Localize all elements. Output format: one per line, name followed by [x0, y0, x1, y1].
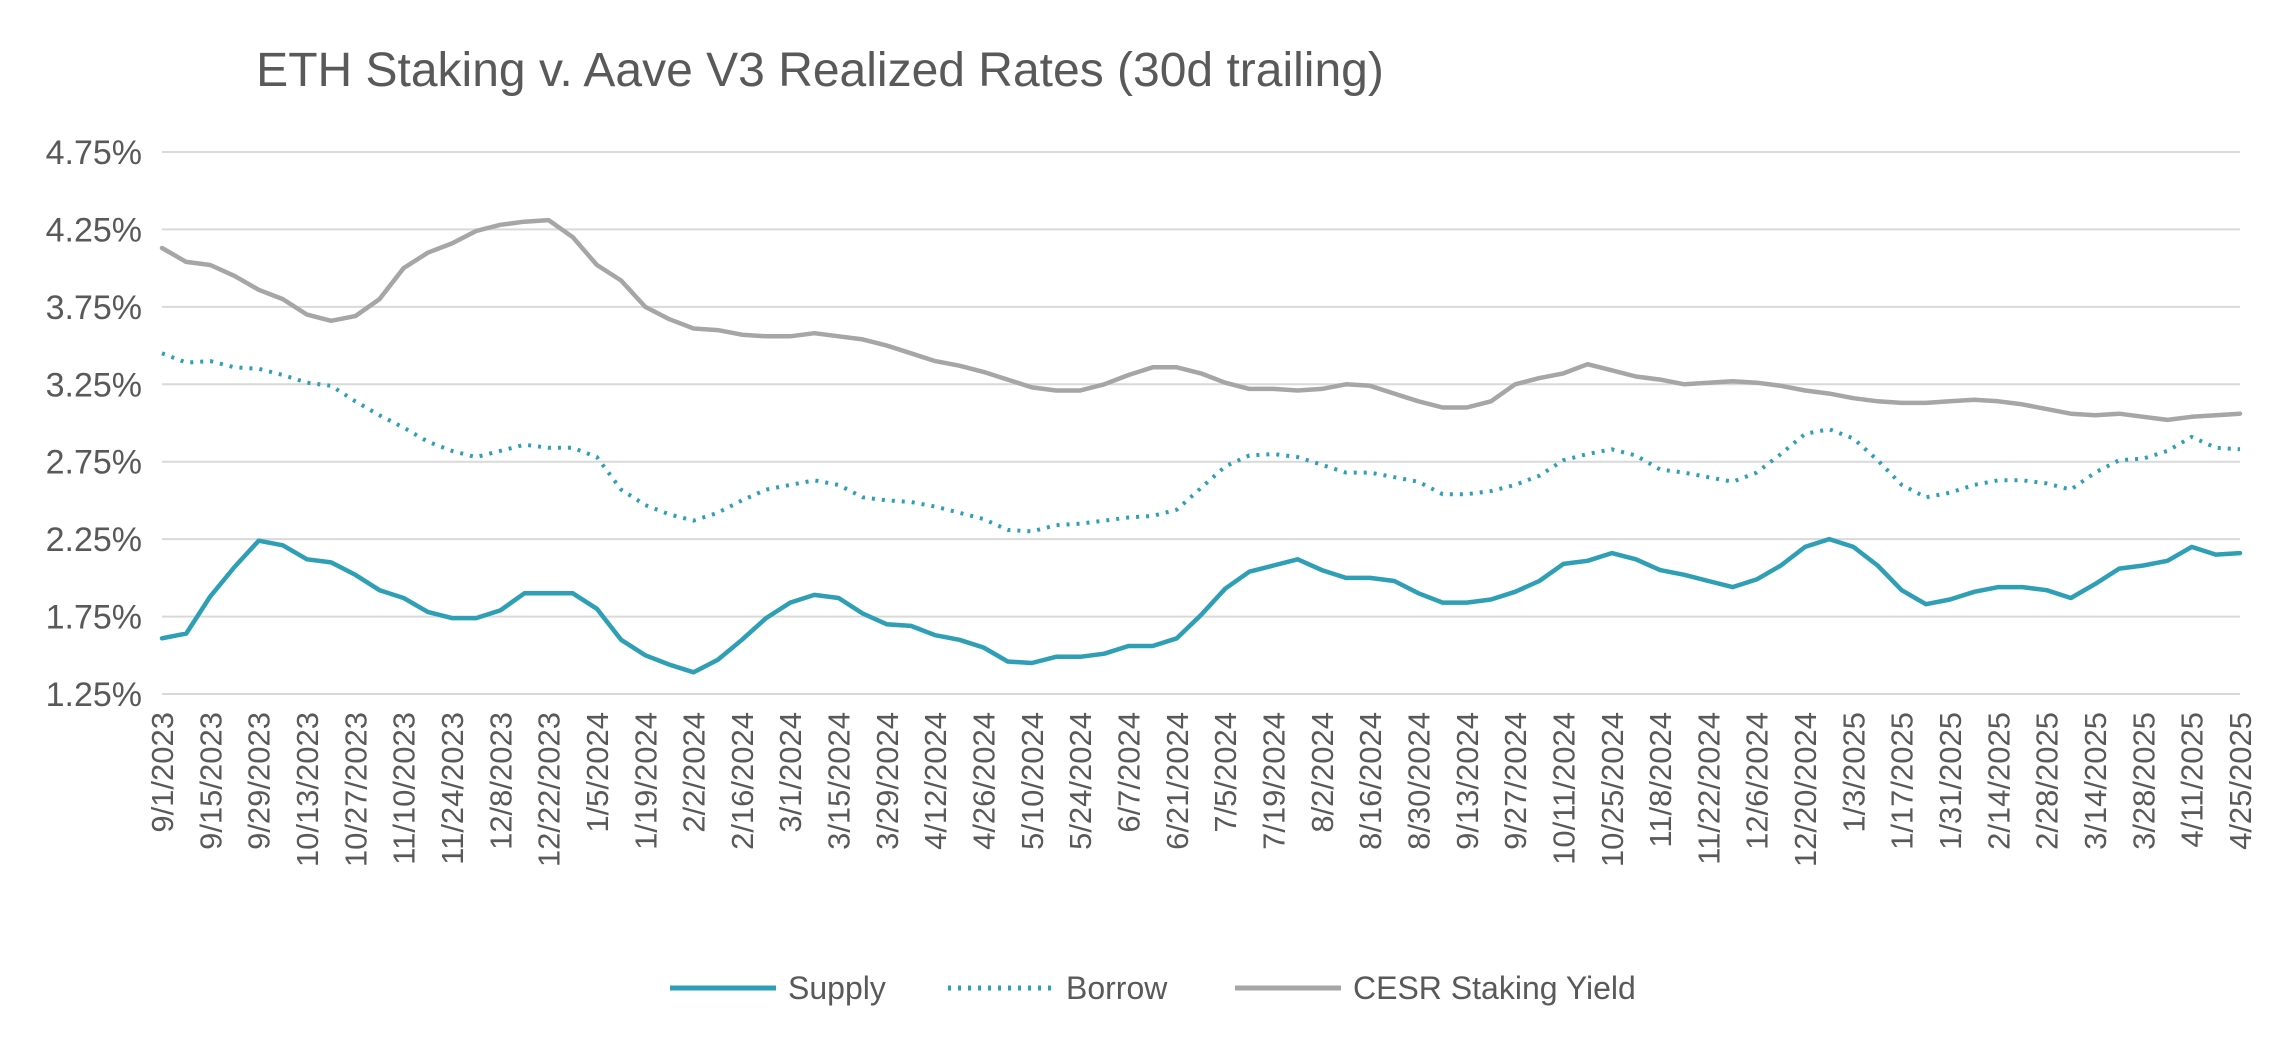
x-tick-label: 12/22/2023	[532, 712, 567, 867]
gridlines	[162, 151, 2240, 695]
x-tick-label: 11/24/2023	[435, 712, 470, 865]
x-tick-label: 5/24/2024	[1063, 712, 1098, 850]
x-tick-label: 1/17/2025	[1885, 712, 1920, 850]
y-tick-label: 4.75%	[46, 134, 142, 172]
y-tick-label: 3.25%	[46, 366, 142, 404]
x-tick-label: 11/8/2024	[1643, 712, 1678, 848]
y-axis-ticks: 4.75% 4.25% 3.75% 3.25% 2.75% 2.25% 1.75% 1.25%	[46, 134, 142, 714]
legend-label: Borrow	[1066, 970, 1168, 1006]
series-line-cesr-staking-yield	[159, 217, 2243, 423]
x-tick-label: 12/8/2023	[483, 712, 518, 850]
x-tick-label: 9/13/2024	[1450, 712, 1485, 850]
x-tick-label: 4/11/2025	[2175, 712, 2210, 848]
x-tick-label: 9/15/2023	[193, 712, 228, 850]
series-line-supply	[159, 536, 2243, 675]
y-tick-label: 4.25%	[46, 211, 142, 249]
x-tick-label: 11/10/2023	[387, 712, 422, 865]
x-tick-label: 1/5/2024	[580, 712, 615, 833]
y-tick-label: 1.75%	[46, 599, 142, 637]
x-tick-label: 6/7/2024	[1112, 712, 1147, 833]
x-tick-label: 12/6/2024	[1740, 712, 1775, 850]
x-tick-label: 10/11/2024	[1546, 712, 1581, 865]
x-tick-label: 2/28/2025	[2030, 712, 2065, 850]
x-tick-label: 2/16/2024	[725, 712, 760, 850]
x-axis-ticks: 9/1/2023 9/15/2023 9/29/2023 10/13/2023 10/2…	[145, 712, 2258, 867]
series-line-borrow	[161, 351, 2241, 534]
x-tick-label: 4/12/2024	[918, 712, 953, 850]
x-tick-label: 5/10/2024	[1015, 712, 1050, 850]
x-tick-label: 10/25/2024	[1595, 712, 1630, 867]
y-tick-label: 1.25%	[46, 676, 142, 714]
x-tick-label: 8/2/2024	[1305, 712, 1340, 833]
x-tick-label: 9/1/2023	[145, 712, 180, 833]
x-tick-label: 1/3/2025	[1836, 712, 1871, 833]
x-tick-label: 7/19/2024	[1256, 712, 1291, 850]
x-tick-label: 1/31/2025	[1933, 712, 1968, 850]
x-tick-label: 6/21/2024	[1160, 712, 1195, 850]
legend: Supply Borrow CESR Staking Yield	[670, 970, 1636, 1006]
x-tick-label: 3/15/2024	[822, 712, 857, 850]
x-tick-label: 8/30/2024	[1401, 712, 1436, 850]
x-tick-label: 2/2/2024	[677, 712, 712, 833]
x-tick-label: 3/28/2025	[2126, 712, 2161, 850]
y-tick-label: 2.75%	[46, 444, 142, 482]
x-tick-label: 12/20/2024	[1788, 712, 1823, 867]
x-tick-label: 4/26/2024	[967, 712, 1002, 850]
x-tick-label: 2/14/2025	[1981, 712, 2016, 850]
x-tick-label: 11/22/2024	[1691, 712, 1726, 865]
series-lines	[159, 217, 2243, 675]
legend-label: Supply	[788, 970, 886, 1006]
x-tick-label: 3/14/2025	[2078, 712, 2113, 850]
x-tick-label: 4/25/2025	[2223, 712, 2258, 850]
x-tick-label: 9/27/2024	[1498, 712, 1533, 850]
x-tick-label: 3/1/2024	[773, 712, 808, 833]
y-tick-label: 3.75%	[46, 289, 142, 327]
legend-label: CESR Staking Yield	[1353, 970, 1636, 1006]
x-tick-label: 9/29/2023	[242, 712, 277, 850]
x-tick-label: 10/27/2023	[338, 712, 373, 867]
x-tick-label: 7/5/2024	[1208, 712, 1243, 833]
x-tick-label: 3/29/2024	[870, 712, 905, 850]
x-tick-label: 10/13/2023	[290, 712, 325, 867]
y-tick-label: 2.25%	[46, 521, 142, 559]
chart-title: ETH Staking v. Aave V3 Realized Rates (3…	[256, 44, 1384, 97]
x-tick-label: 8/16/2024	[1353, 712, 1388, 850]
x-tick-label: 1/19/2024	[628, 712, 663, 850]
